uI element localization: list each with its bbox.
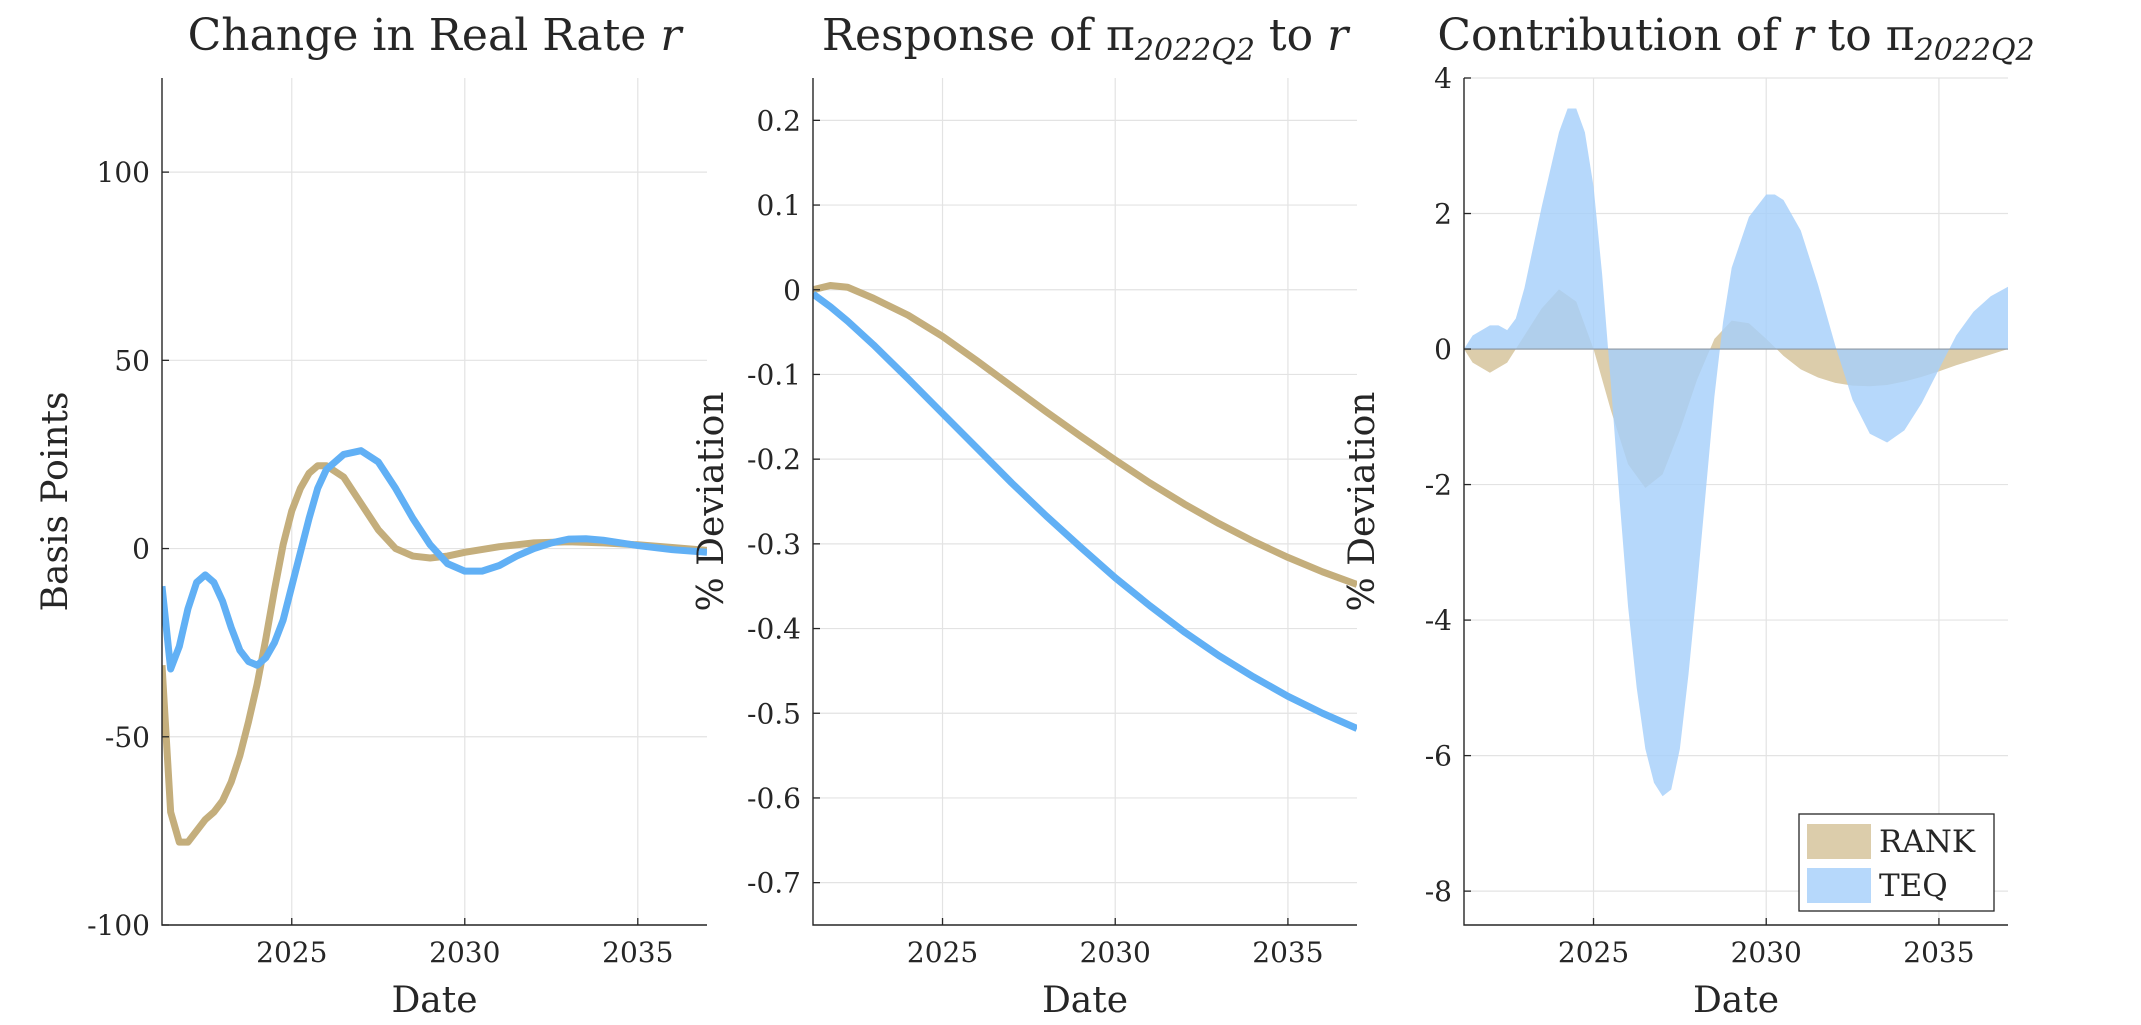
- y-axis-label: % Deviation: [1342, 392, 1383, 612]
- y-tick-label: 0: [132, 533, 150, 566]
- x-tick-label: 2030: [1731, 936, 1802, 969]
- y-tick-label: 2: [1434, 198, 1452, 231]
- x-tick-label: 2035: [1903, 936, 1974, 969]
- axes-frame: [812, 78, 1357, 926]
- y-tick-label: -0.4: [747, 613, 801, 646]
- series-line-teq: [813, 291, 1357, 732]
- x-axis-label: Date: [1042, 980, 1128, 1021]
- grid: [162, 78, 707, 926]
- x-tick-label: 2025: [1558, 936, 1629, 969]
- series-group: [162, 447, 707, 846]
- legend: RANK TEQ: [1798, 813, 1995, 912]
- series-line-rank: [162, 462, 707, 846]
- x-tick-label: 2035: [602, 936, 673, 969]
- series-area-teq: [1464, 108, 2008, 797]
- y-tick-label: 0: [1434, 333, 1452, 366]
- y-tick-label: 0.2: [756, 104, 801, 137]
- series-line-teq: [162, 447, 707, 673]
- y-tick-label: -6: [1425, 740, 1452, 773]
- chart-title: Response of π2022Q2 to r: [822, 10, 1351, 68]
- y-tick-label: -0.6: [747, 782, 801, 815]
- chart-panel-3: 2025 2030 2035 -8 -6 -4 -2 0 2 4 Date % Deviation Co…: [1342, 10, 2035, 1021]
- y-tick-label: -0.5: [747, 697, 801, 730]
- y-tick-label: -0.1: [747, 358, 801, 391]
- y-tick-label: -0.7: [747, 867, 801, 900]
- y-tick-label: -4: [1425, 604, 1452, 637]
- x-axis-label: Date: [391, 980, 477, 1021]
- y-tick-label: 100: [97, 156, 150, 189]
- x-axis-label: Date: [1693, 980, 1779, 1021]
- series-group: [813, 282, 1357, 732]
- y-tick-label: -0.3: [747, 528, 801, 561]
- y-axis-label: % Deviation: [691, 392, 732, 612]
- chart-panel-2: 2025 2030 2035 -0.7 -0.6 -0.5 -0.4 -0.3 -0.2 -0.1…: [691, 10, 1357, 1021]
- y-tick-label: -100: [87, 909, 150, 942]
- legend-swatch-teq: [1807, 868, 1871, 903]
- x-tick-label: 2030: [1080, 936, 1151, 969]
- y-axis-label: Basis Points: [35, 392, 76, 612]
- chart-title: Contribution of r to π2022Q2: [1437, 10, 2034, 68]
- legend-label-rank: RANK: [1879, 824, 1976, 860]
- x-tick-label: 2025: [256, 936, 327, 969]
- y-tick-label: 0: [783, 274, 801, 307]
- y-tick-label: -2: [1425, 469, 1452, 502]
- x-tick-label: 2025: [907, 936, 978, 969]
- y-tick-label: 0.1: [756, 189, 801, 222]
- y-tick-label: 50: [114, 344, 150, 377]
- grid: [813, 78, 1357, 925]
- x-tick-label: 2030: [429, 936, 500, 969]
- y-tick-label: -50: [105, 721, 150, 754]
- chart-title: Change in Real Rate r: [188, 10, 685, 61]
- y-tick-label: -0.2: [747, 443, 801, 476]
- axes-frame: [161, 78, 707, 926]
- chart-panel-1: 2025 2030 2035 -100 -50 0 50 100 Date Basis Point…: [35, 10, 707, 1021]
- x-tick-label: 2035: [1252, 936, 1323, 969]
- series-group: [1464, 108, 2008, 797]
- axes-frame: [1463, 78, 2008, 926]
- series-line-rank: [813, 282, 1357, 588]
- legend-label-teq: TEQ: [1879, 868, 1948, 904]
- legend-swatch-rank: [1807, 824, 1871, 859]
- y-tick-label: 4: [1434, 62, 1452, 95]
- y-tick-label: -8: [1425, 875, 1452, 908]
